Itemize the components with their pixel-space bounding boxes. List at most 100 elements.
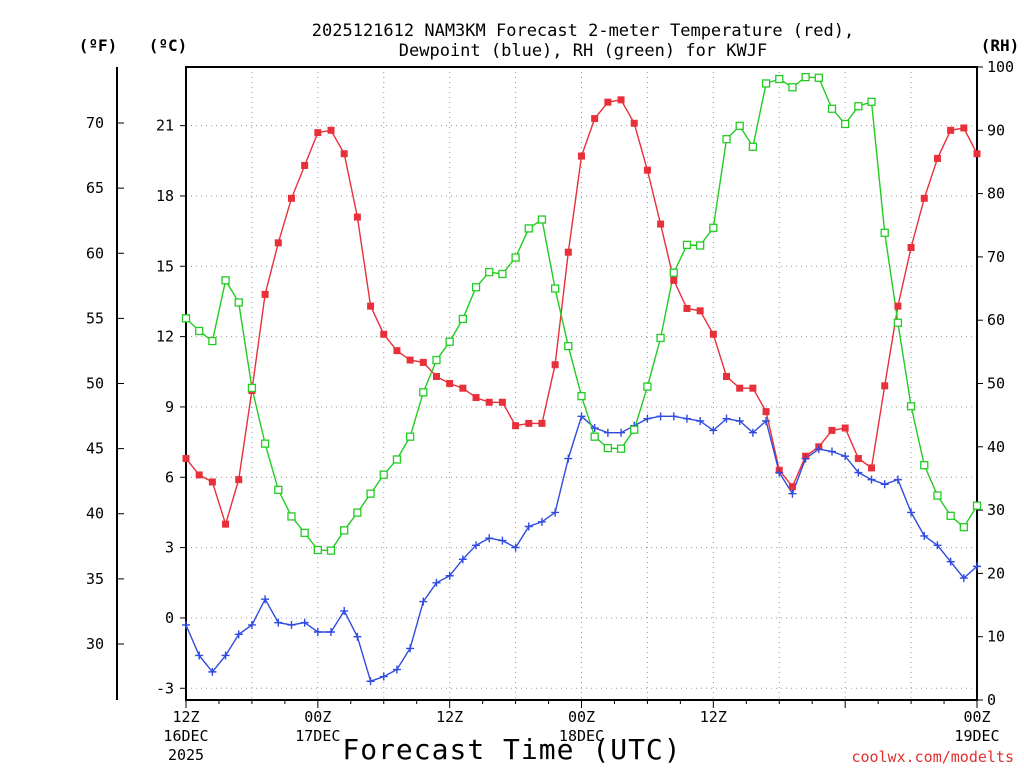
dewpoint-point <box>801 454 810 463</box>
temperature-point <box>274 239 282 247</box>
rh-tick-label: 20 <box>987 564 1005 582</box>
dewpoint-point <box>880 480 889 489</box>
rh-point <box>511 253 520 262</box>
dewpoint-point <box>551 508 560 517</box>
axes <box>116 66 983 708</box>
temperature-point <box>881 382 889 390</box>
temperature-point <box>736 384 744 392</box>
fahrenheit-tick-label: 40 <box>86 505 104 523</box>
dewpoint-point <box>709 426 718 435</box>
x-tick-label: 00Z <box>304 708 331 726</box>
celsius-tick-label: 15 <box>156 257 174 275</box>
temperature-point <box>788 483 796 491</box>
temperature-point <box>630 119 638 127</box>
rh-point <box>471 283 481 292</box>
dewpoint-point <box>537 517 546 526</box>
temperature-point <box>222 520 230 528</box>
rh-point <box>696 241 705 250</box>
chart-title-line1: 2025121612 NAM3KM Forecast 2-meter Tempe… <box>312 21 854 41</box>
dewpoint-point <box>392 665 401 674</box>
temperature-point <box>828 426 836 434</box>
temperature-point <box>617 96 625 104</box>
celsius-tick-label: 9 <box>165 398 174 416</box>
rh-point <box>287 512 296 521</box>
rh-point <box>379 470 388 479</box>
temperature-point <box>525 419 533 427</box>
fahrenheit-tick-label: 50 <box>86 375 104 393</box>
temperature-point <box>960 124 968 132</box>
temperature-point <box>380 330 388 338</box>
rh-point <box>669 268 678 277</box>
temperature-point <box>841 424 849 432</box>
dewpoint-point <box>287 620 296 629</box>
rh-point <box>827 104 837 113</box>
celsius-tick-label: 3 <box>165 539 174 557</box>
rh-line <box>185 76 978 552</box>
temperature-point <box>749 384 757 392</box>
dewpoint-point <box>854 468 863 477</box>
x-tick-label: 12Z <box>172 708 199 726</box>
temperature-point <box>907 244 915 252</box>
rh-point <box>537 215 547 224</box>
rh-point <box>577 392 586 401</box>
dewpoint-point <box>656 412 665 421</box>
gridlines <box>186 67 977 700</box>
temperature-point <box>657 220 665 228</box>
temperature-point <box>854 455 862 463</box>
rh-tick-label: 80 <box>987 185 1005 203</box>
rh-point <box>405 432 415 441</box>
rh-point <box>366 489 375 498</box>
rh-tick-label: 50 <box>987 375 1005 393</box>
rh-point <box>880 228 889 237</box>
dewpoint-point <box>775 468 784 477</box>
temperature-point <box>472 394 480 402</box>
rh-point <box>867 97 876 106</box>
celsius-tick-label: 6 <box>165 468 174 486</box>
x-tick-date-label: 19DEC <box>954 727 999 745</box>
rh-point <box>550 284 560 293</box>
rh-point <box>603 443 613 453</box>
dewpoint-point <box>524 522 533 531</box>
rh-point <box>709 223 718 232</box>
rh-point <box>748 142 758 151</box>
x-tick-label: 12Z <box>700 708 727 726</box>
fahrenheit-tick-label: 35 <box>86 570 104 588</box>
series-markers <box>181 72 982 686</box>
rh-point <box>972 501 982 510</box>
temperature-point <box>446 380 454 387</box>
temperature-point <box>723 372 731 380</box>
fahrenheit-tick-label: 60 <box>86 244 104 262</box>
rh-point <box>788 83 797 92</box>
rh-point <box>946 511 955 520</box>
rh-unit-label: (RH) <box>981 36 1020 55</box>
dewpoint-point <box>841 452 850 461</box>
dewpoint-point <box>814 445 823 454</box>
dewpoint-point <box>353 632 362 641</box>
dewpoint-point <box>419 597 428 606</box>
dewpoint-point <box>603 428 612 437</box>
x-tick-date-label: 18DEC <box>559 727 604 745</box>
dewpoint-point <box>696 417 705 426</box>
rh-tick-label: 60 <box>987 311 1005 329</box>
rh-point <box>564 342 573 351</box>
temperature-point <box>920 194 928 202</box>
temperature-point <box>512 422 520 430</box>
temperature-point <box>419 358 427 366</box>
rh-point <box>498 269 507 279</box>
rh-point <box>340 526 349 535</box>
dewpoint-point <box>313 628 322 637</box>
temperature-point <box>182 455 190 463</box>
rh-tick-label: 10 <box>987 628 1005 646</box>
x-tick-date-label: 17DEC <box>295 727 340 745</box>
dewpoint-point <box>788 489 797 498</box>
temperature-point <box>564 248 572 256</box>
rh-point <box>933 491 942 500</box>
dewpoint-point <box>893 475 902 484</box>
rh-point <box>854 102 863 111</box>
rh-point <box>656 333 665 343</box>
temperature-point <box>551 361 559 369</box>
rh-point <box>590 432 599 441</box>
dewpoint-point <box>827 447 836 456</box>
dewpoint-point <box>669 412 678 421</box>
temperature-point <box>604 98 612 106</box>
